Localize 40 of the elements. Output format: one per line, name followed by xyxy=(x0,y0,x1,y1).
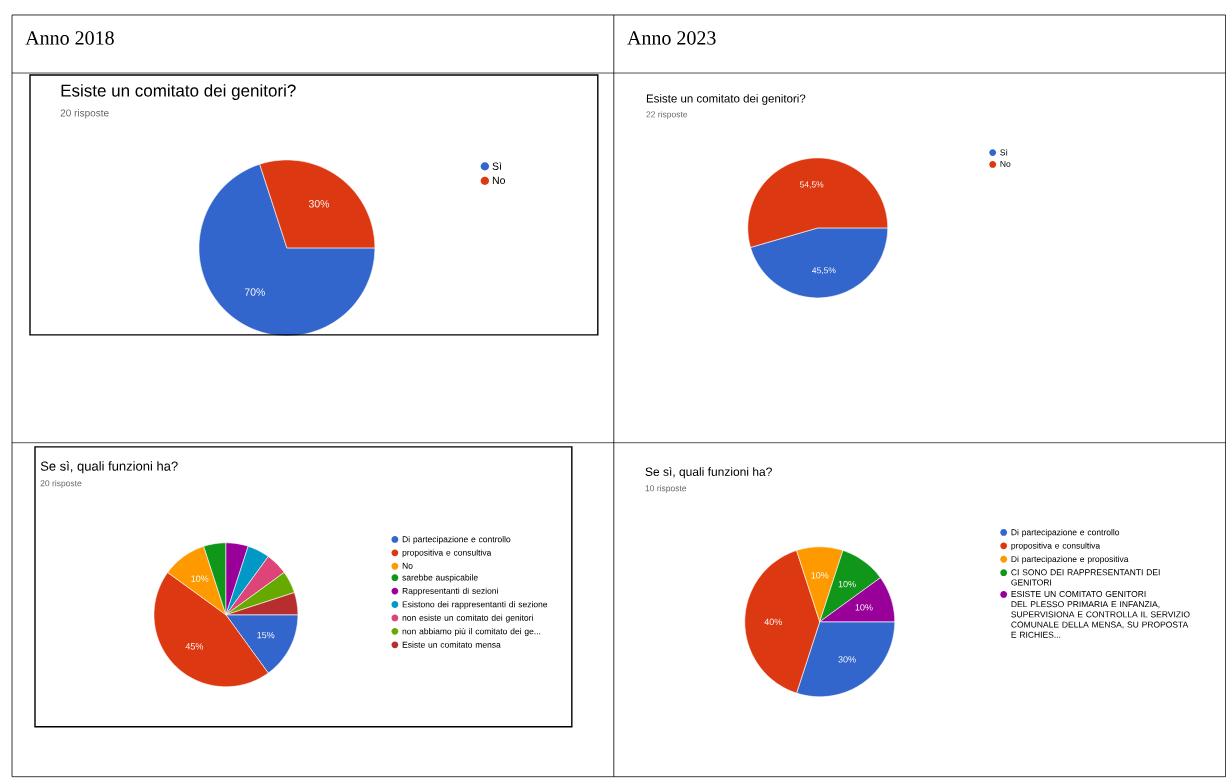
legend-label: CI SONO DEI RAPPRESENTANTI DEI GENITORI xyxy=(1011,569,1160,586)
text: 22 risposte xyxy=(646,111,688,120)
legend-label: Di partecipazione e propositiva xyxy=(1011,555,1129,564)
legend-label: Esistono dei rappresentanti di sezione xyxy=(402,601,548,610)
text: Anno 2018 xyxy=(25,31,114,45)
data-label: 15% xyxy=(257,632,275,639)
legend-label: non abbiamo più il comitato dei ge... xyxy=(402,628,541,637)
legend-label: propositiva e consultiva xyxy=(402,549,492,558)
legend-label: No xyxy=(1000,161,1011,168)
data-label: 10% xyxy=(838,581,856,588)
legend-label: non esiste un comitato dei genitori xyxy=(402,614,533,623)
data-label: 45% xyxy=(185,643,204,650)
legend-label: Sì xyxy=(1000,149,1008,156)
legend-label: Sì xyxy=(492,162,502,171)
chart-title: Esiste un comitato dei genitori? xyxy=(646,94,806,105)
data-label: 10% xyxy=(811,572,829,579)
legend-label: No xyxy=(402,562,413,569)
legend-label: ESISTE UN COMITATO GENITORI DEL PLESSO PRIMARIA E INFANZIA, SUPERVISIONA E CONTROLLA IL SERVIZIO COMUNALE DELLA MENSA, SU PROPOSTA E RICHIES... xyxy=(1011,591,1190,638)
legend-label: Di partecipazione e controllo xyxy=(402,536,511,545)
legend-label: propositiva e consultiva xyxy=(1011,542,1101,551)
data-label: 70% xyxy=(244,288,265,296)
chart-title: Se sì, quali funzioni ha? xyxy=(645,467,772,479)
data-label: 10% xyxy=(855,604,873,611)
legend-label: Esiste un comitato mensa xyxy=(402,641,501,648)
text: 10 risposte xyxy=(645,485,687,494)
data-label: 10% xyxy=(191,575,209,583)
legend-label: Rappresentanti di sezioni xyxy=(402,587,498,596)
chart-title: Se sì, quali funzioni ha? xyxy=(40,461,178,474)
data-label: 30% xyxy=(308,200,330,208)
data-label: 40% xyxy=(764,618,782,626)
legend-label: Di partecipazione e controllo xyxy=(1011,529,1120,538)
text: 20 risposte xyxy=(60,109,109,119)
text: Anno 2023 xyxy=(627,31,716,45)
text: 20 risposte xyxy=(40,480,82,489)
chart-title: Esiste un comitato dei genitori? xyxy=(61,84,296,101)
legend-label: No xyxy=(492,176,506,185)
data-label: 54,5% xyxy=(799,181,824,189)
legend-label: sarebbe auspicabile xyxy=(402,574,478,583)
data-label: 30% xyxy=(838,656,856,663)
data-label: 45,5% xyxy=(812,267,836,275)
